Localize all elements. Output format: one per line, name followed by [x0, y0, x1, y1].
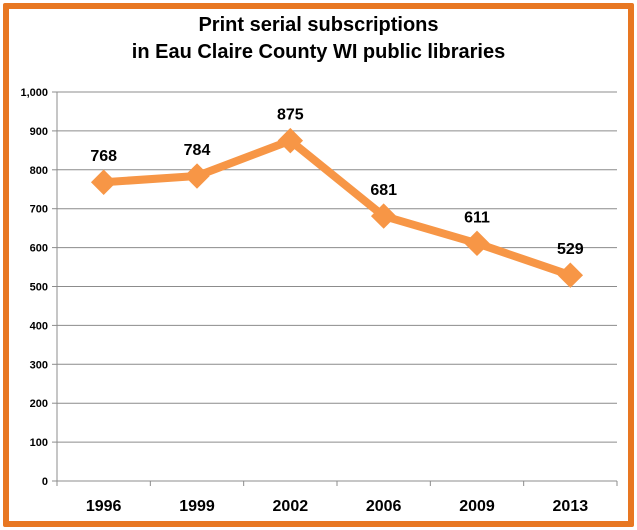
data-label: 784	[184, 142, 211, 159]
y-axis: 0 100 200 300 400 500 600 700 800 900 1,000	[20, 87, 58, 488]
x-tick-label: 1999	[179, 498, 215, 515]
data-labels: 768 784 875 681 611 529	[90, 107, 583, 259]
x-tick-label: 2002	[273, 498, 309, 515]
y-tick-label: 700	[30, 204, 48, 216]
data-label: 529	[557, 241, 584, 258]
series-line-path	[99, 136, 575, 280]
data-point-marker	[557, 262, 584, 288]
x-tick-label: 2009	[459, 498, 495, 515]
data-label: 681	[370, 182, 397, 199]
data-label: 875	[277, 107, 304, 124]
y-tick-label: 600	[30, 243, 48, 255]
y-tick-label: 800	[30, 165, 48, 177]
data-point-marker	[464, 230, 490, 257]
y-tick-label: 900	[30, 126, 48, 138]
data-point-marker	[184, 163, 210, 189]
y-tick-label: 500	[30, 282, 48, 294]
y-tick-label: 400	[30, 320, 48, 332]
y-tick-label: 300	[30, 359, 48, 371]
chart-title-line-2: in Eau Claire County WI public libraries	[131, 41, 506, 63]
x-tick-label: 1996	[86, 498, 122, 515]
y-tick-label: 200	[30, 398, 48, 410]
y-tick-label: 0	[42, 476, 48, 488]
x-tick-label: 2006	[366, 498, 402, 515]
data-label: 768	[90, 148, 117, 165]
chart-title: Print serial subscriptions in Eau Claire…	[0, 12, 637, 66]
series-line	[99, 136, 575, 280]
y-tick-label: 100	[30, 437, 48, 449]
y-tick-label: 1,000	[20, 87, 48, 99]
series-markers	[90, 127, 584, 288]
data-point-marker	[90, 169, 117, 195]
chart-title-line-1: Print serial subscriptions	[198, 14, 439, 36]
x-tick-label: 2013	[553, 498, 589, 515]
data-point-marker	[277, 127, 304, 154]
gridlines	[57, 91, 617, 443]
data-label: 611	[464, 209, 490, 226]
x-axis: 1996 1999 2002 2006 2009 2013	[56, 480, 618, 515]
data-point-marker	[370, 203, 397, 229]
